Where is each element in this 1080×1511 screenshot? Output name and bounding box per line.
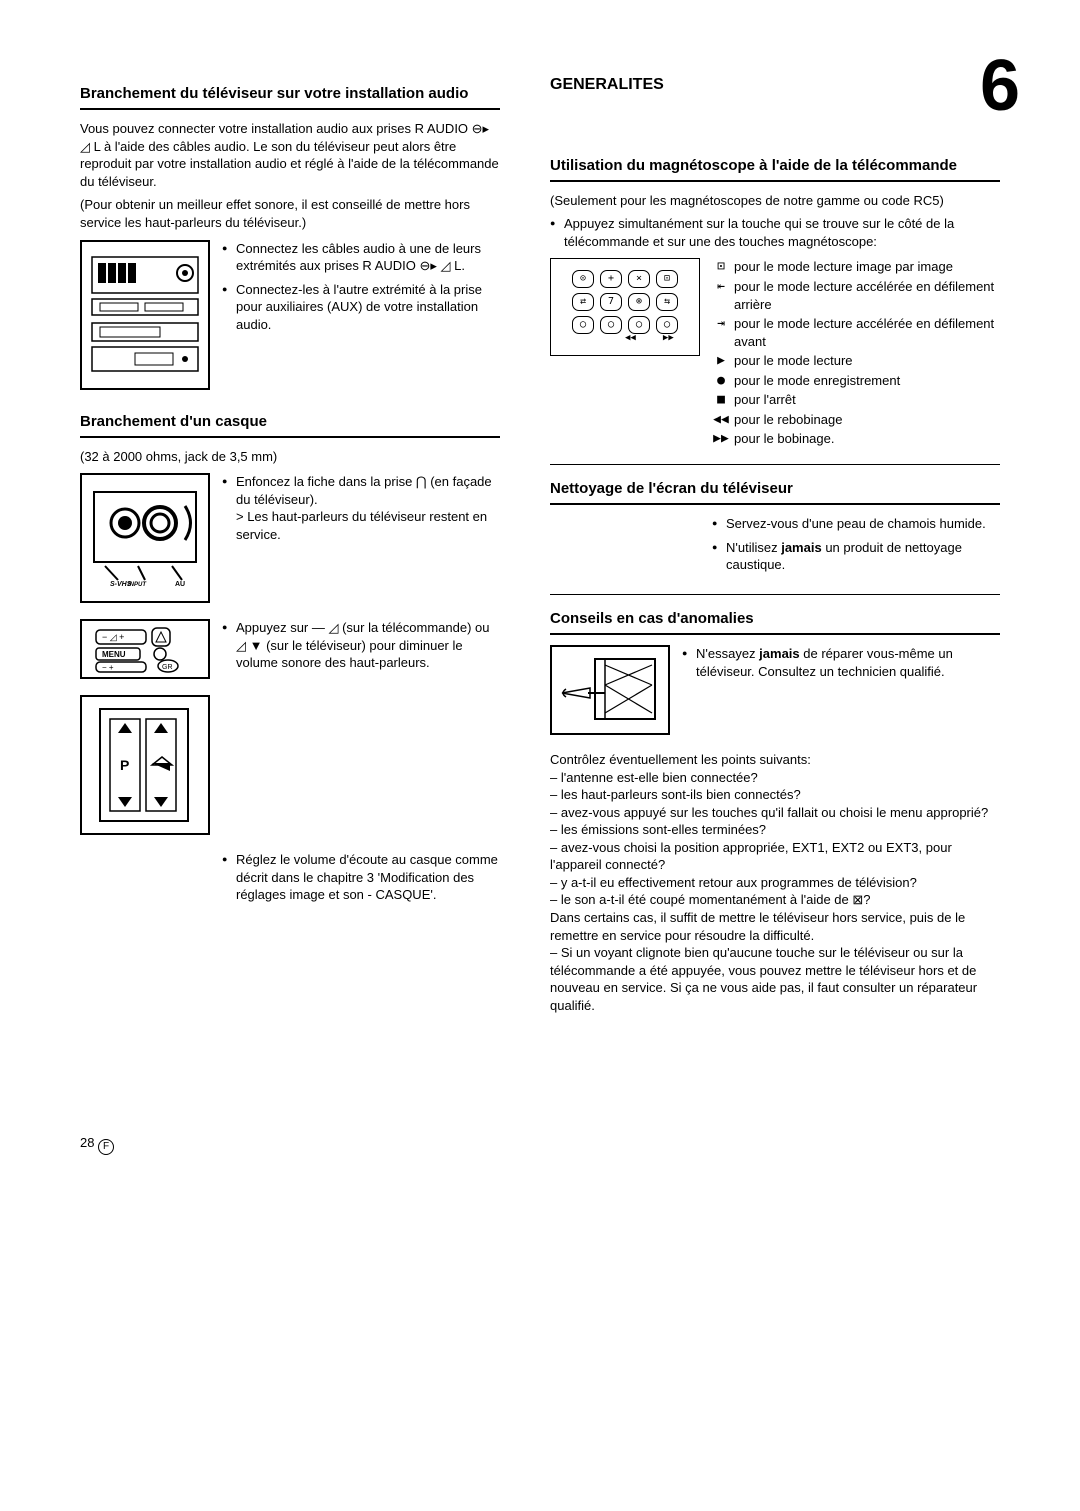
trouble-6: – y a-t-il eu effectivement retour aux p…: [550, 874, 1000, 892]
language-marker: F: [98, 1139, 114, 1155]
sec-audio-intro2: (Pour obtenir un meilleur effet sonore, …: [80, 196, 500, 231]
left-column: Branchement du téléviseur sur votre inst…: [80, 70, 500, 1014]
headphone-step-2: Appuyez sur — ◿ (sur la télécommande) ou…: [222, 619, 500, 672]
trouble-checklist: Contrôlez éventuellement les points suiv…: [550, 751, 1000, 1014]
vcr-mode-list: ⊡pour le mode lecture image par image ⇤p…: [712, 258, 1000, 447]
svg-text:− +: − +: [102, 663, 114, 672]
clean-step-1: Servez-vous d'une peau de chamois humide…: [712, 515, 1000, 533]
page-footer: 28 F: [80, 1134, 1000, 1155]
trouble-3: – avez-vous appuyé sur les touches qu'il…: [550, 804, 1000, 822]
illustration-repair: [550, 645, 670, 735]
rewind-icon: ◀◀: [712, 411, 730, 429]
vcr-mode-1: pour le mode lecture image par image: [734, 259, 953, 274]
right-column: 6 GENERALITES Utilisation du magnétoscop…: [550, 70, 1000, 1014]
illustration-tv-buttons: P: [80, 695, 210, 835]
illustration-audio-system: [80, 240, 210, 390]
illustration-vcr-remote: ⊙+×⊡ ⇄7⊚⇆ ◯◯◯◯ ◀◀ ▶▶: [550, 258, 700, 355]
sec-audio-title: Branchement du téléviseur sur votre inst…: [80, 84, 500, 110]
clean-step-2: N'utilisez jamais un produit de nettoyag…: [712, 539, 1000, 574]
trouble-warn: N'essayez jamais de réparer vous-même un…: [682, 645, 1000, 680]
vcr-mode-5: pour le mode enregistrement: [734, 373, 900, 388]
vcr-mode-7: pour le rebobinage: [734, 412, 842, 427]
trouble-7: – le son a-t-il été coupé momentanément …: [550, 891, 1000, 909]
record-icon: ●: [712, 372, 730, 390]
headphone-step-1-text: Enfoncez la fiche dans la prise ⋂ (en fa…: [236, 474, 492, 507]
trouble-9: – Si un voyant clignote bien qu'aucune t…: [550, 944, 1000, 1014]
frame-advance-icon: ⊡: [712, 258, 730, 276]
stop-icon: ■: [712, 391, 730, 409]
headphone-step-1-note: > Les haut-parleurs du téléviseur resten…: [236, 509, 487, 542]
trouble-4: – les émissions sont-elles terminées?: [550, 821, 1000, 839]
trouble-2: – les haut-parleurs sont-ils bien connec…: [550, 786, 1000, 804]
chapter-title: GENERALITES: [550, 74, 1000, 96]
sec-trouble-title: Conseils en cas d'anomalies: [550, 609, 1000, 635]
svg-text:INPUT: INPUT: [128, 582, 147, 588]
sec-clean-title: Nettoyage de l'écran du téléviseur: [550, 479, 1000, 505]
trouble-5: – avez-vous choisi la position approprié…: [550, 839, 1000, 874]
svg-text:P: P: [120, 757, 129, 773]
trouble-1: – l'antenne est-elle bien connectée?: [550, 769, 1000, 787]
trouble-8: Dans certains cas, il suffit de mettre l…: [550, 909, 1000, 944]
rewind-play-icon: ⇤: [712, 278, 730, 296]
vcr-mode-4: pour le mode lecture: [734, 353, 853, 368]
vcr-mode-6: pour l'arrêt: [734, 392, 796, 407]
svg-text:GR: GR: [162, 664, 173, 671]
audio-step-1: Connectez les câbles audio à une de leur…: [222, 240, 500, 275]
sec-headphone-sub: (32 à 2000 ohms, jack de 3,5 mm): [80, 448, 500, 466]
chapter-number: 6: [980, 50, 1020, 122]
fast-forward-icon: ▶▶: [712, 430, 730, 448]
trouble-intro: Contrôlez éventuellement les points suiv…: [550, 751, 1000, 769]
svg-text:AU: AU: [175, 581, 185, 588]
illustration-headphone-jack: S-VHS AU INPUT: [80, 473, 210, 603]
vcr-mode-3: pour le mode lecture accélérée en défile…: [734, 316, 994, 349]
page-number: 28: [80, 1135, 94, 1150]
audio-step-2: Connectez-les à l'autre extrémité à la p…: [222, 281, 500, 334]
sec-vcr-title: Utilisation du magnétoscope à l'aide de …: [550, 156, 1000, 182]
vcr-mode-2: pour le mode lecture accélérée en défile…: [734, 279, 994, 312]
sec-audio-intro1: Vous pouvez connecter votre installation…: [80, 120, 500, 190]
sec-vcr-intro: (Seulement pour les magnétoscopes de not…: [550, 192, 1000, 210]
play-icon: ▶: [712, 352, 730, 370]
sec-headphone-title: Branchement d'un casque: [80, 412, 500, 438]
headphone-step-3: Réglez le volume d'écoute au casque comm…: [222, 851, 500, 904]
forward-play-icon: ⇥: [712, 315, 730, 333]
vcr-instruction: Appuyez simultanément sur la touche qui …: [550, 215, 1000, 250]
svg-text:− ◿ +: − ◿ +: [102, 632, 124, 642]
vcr-mode-8: pour le bobinage.: [734, 431, 834, 446]
svg-text:MENU: MENU: [102, 650, 126, 659]
headphone-step-1: Enfoncez la fiche dans la prise ⋂ (en fa…: [222, 473, 500, 543]
illustration-remote-volume: − ◿ + MENU − + GR: [80, 619, 210, 679]
